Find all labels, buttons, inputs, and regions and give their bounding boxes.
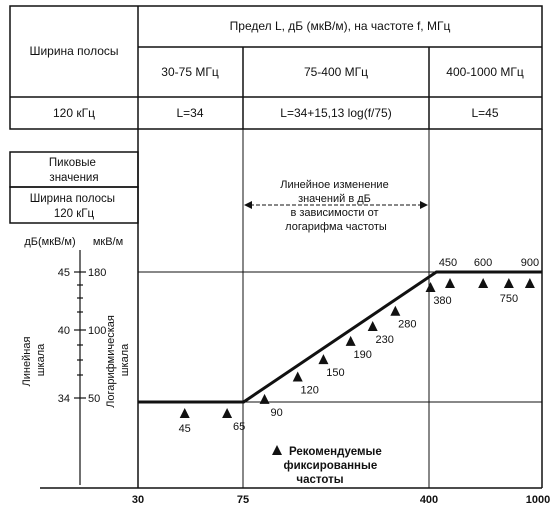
x-tick-label: 1000 xyxy=(526,494,550,506)
uv-tick-label: 50 xyxy=(88,393,100,405)
frequency-marker-label: 120 xyxy=(301,385,319,397)
peak-label: Пиковые значения xyxy=(49,157,99,184)
frequency-marker xyxy=(524,278,535,288)
frequency-marker-label: 65 xyxy=(233,421,245,433)
limit-table xyxy=(9,5,543,130)
range-header: 75-400 МГц xyxy=(304,65,368,79)
db-tick-label: 45 xyxy=(58,267,70,279)
band-header: Ширина полосы xyxy=(29,44,118,58)
frequency-marker-label: 190 xyxy=(354,349,372,361)
frequency-marker-label: 45 xyxy=(179,423,191,435)
bandwidth-value: 120 кГц xyxy=(53,106,95,120)
frequency-marker-label: 380 xyxy=(433,295,451,307)
frequency-marker-label: 600 xyxy=(474,257,492,269)
frequency-marker-label: 750 xyxy=(500,293,518,305)
range-arrow xyxy=(244,201,428,209)
frequency-marker xyxy=(445,278,456,288)
formula-cell: L=34 xyxy=(176,106,203,120)
frequency-marker xyxy=(503,278,514,288)
log-scale-label: Логарифмическая шкала xyxy=(105,312,131,408)
frequency-marker xyxy=(478,278,489,288)
formula-cell: L=45 xyxy=(471,106,498,120)
db-tick-label: 34 xyxy=(58,393,70,405)
frequency-marker xyxy=(259,393,270,404)
frequency-marker xyxy=(345,335,356,346)
frequency-marker-label: 450 xyxy=(439,257,457,269)
marker-group: 45 65 90 120 150 190 230 280 380 450 600 750 900 xyxy=(179,257,540,435)
legend-marker-icon xyxy=(272,445,282,455)
frequency-marker xyxy=(292,371,303,382)
limit-line xyxy=(138,270,542,404)
frequency-marker xyxy=(222,408,233,418)
frequency-marker xyxy=(367,320,378,331)
plot-frame xyxy=(40,129,543,489)
legend-text: Рекомендуемые фиксированные частоты xyxy=(284,446,385,486)
frequency-marker-label: 900 xyxy=(521,257,539,269)
frequency-marker xyxy=(390,305,401,316)
range-header: 400-1000 МГц xyxy=(446,65,524,79)
x-tick-label: 400 xyxy=(420,494,438,506)
range-header: 30-75 МГц xyxy=(161,65,219,79)
frequency-marker-label: 280 xyxy=(398,319,416,331)
linear-variation-note: Линейное изменение значений в дБ в завис… xyxy=(280,179,392,233)
panel-bandwidth-label: Ширина полосы 120 кГц xyxy=(30,193,119,220)
y-axis-scale xyxy=(74,250,86,485)
x-tick-label: 30 xyxy=(132,494,144,506)
frequency-marker-label: 230 xyxy=(376,334,394,346)
db-unit-label: дБ(мкВ/м) xyxy=(24,236,75,248)
limit-header: Предел L, дБ (мкВ/м), на частоте f, МГц xyxy=(230,19,451,33)
formula-cell: L=34+15,13 log(f/75) xyxy=(280,106,391,120)
db-tick-label: 40 xyxy=(58,325,70,337)
uv-unit-label: мкВ/м xyxy=(93,236,123,248)
frequency-marker-label: 90 xyxy=(270,407,282,419)
frequency-marker xyxy=(425,281,436,292)
frequency-marker xyxy=(179,408,190,418)
linear-scale-label: Линейная шкала xyxy=(21,334,47,387)
x-tick-label: 75 xyxy=(237,494,249,506)
frequency-marker xyxy=(318,354,329,365)
uv-tick-label: 180 xyxy=(88,267,106,279)
frequency-marker-label: 150 xyxy=(326,367,344,379)
uv-tick-label: 100 xyxy=(88,325,106,337)
